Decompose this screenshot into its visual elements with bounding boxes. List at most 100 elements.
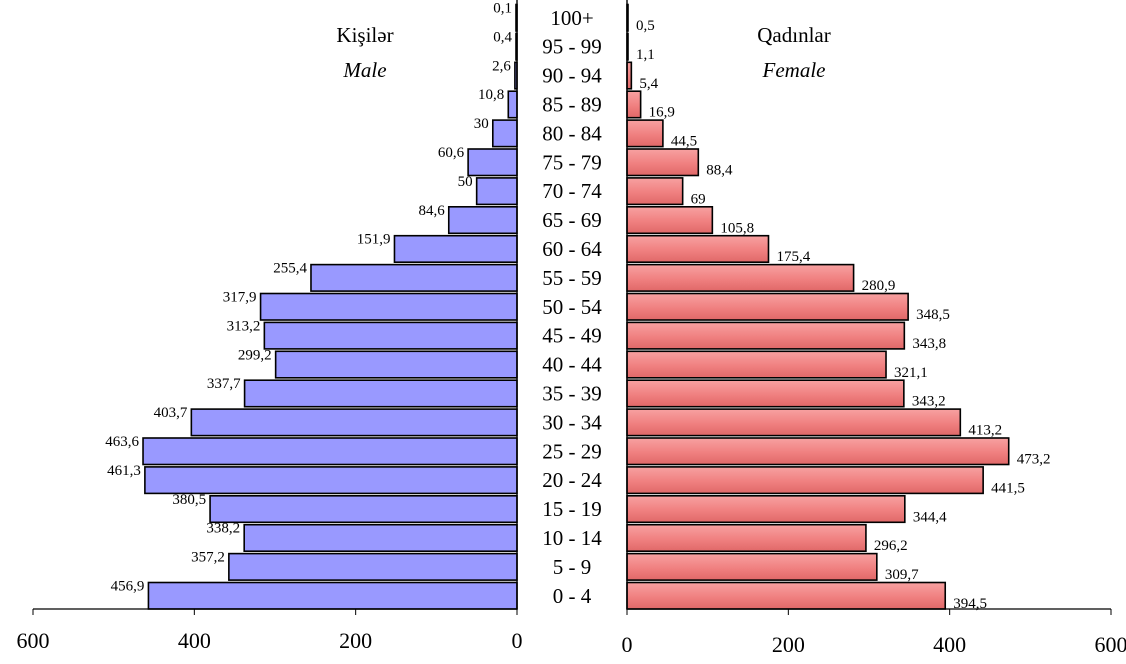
male-bar-8 xyxy=(274,350,518,379)
male-bar-12 xyxy=(393,234,518,263)
age-group-label: 60 - 64 xyxy=(542,237,602,261)
age-group-label: 45 - 49 xyxy=(542,324,602,348)
female-bar-6 xyxy=(626,408,962,437)
x-axes: 600 400 200 0 0 200 400 600 xyxy=(17,0,1126,657)
female-value-label: 343,8 xyxy=(912,336,946,352)
male-bar-7 xyxy=(243,379,518,408)
male-value-label: 255,4 xyxy=(273,261,307,277)
age-group-label: 5 - 9 xyxy=(553,555,592,579)
male-value-label: 10,8 xyxy=(478,87,504,103)
age-group-label: 50 - 54 xyxy=(542,295,602,319)
female-value-labels: 394,5 309,7 296,2 344,4 441,5 473,2 413,2 343,2… xyxy=(636,18,1050,612)
male-bar-15 xyxy=(467,148,518,177)
male-value-label: 2,6 xyxy=(492,58,511,74)
male-axis-tick-label: 400 xyxy=(178,628,211,653)
male-value-label: 461,3 xyxy=(107,463,141,479)
female-value-label: 296,2 xyxy=(874,538,908,554)
male-bars xyxy=(142,3,518,610)
female-value-label: 343,2 xyxy=(912,394,946,410)
male-bar-10 xyxy=(259,292,518,321)
female-bar-16 xyxy=(626,119,664,148)
female-value-label: 413,2 xyxy=(968,423,1002,439)
female-bar-8 xyxy=(626,350,887,379)
male-bar-0 xyxy=(147,581,518,610)
female-bar-0 xyxy=(626,581,947,610)
female-value-label: 88,4 xyxy=(706,163,733,179)
age-group-label: 95 - 99 xyxy=(542,35,602,59)
male-value-label: 0,4 xyxy=(493,29,512,45)
female-value-label: 105,8 xyxy=(720,220,754,236)
age-group-label: 75 - 79 xyxy=(542,150,602,174)
male-value-label: 30 xyxy=(474,116,489,132)
female-bar-15 xyxy=(626,148,700,177)
male-value-label: 337,7 xyxy=(207,376,241,392)
male-bar-16 xyxy=(491,119,518,148)
female-axis-tick-label: 200 xyxy=(772,632,805,657)
female-value-label: 309,7 xyxy=(885,567,919,583)
female-bar-13 xyxy=(626,206,714,235)
age-group-label: 10 - 14 xyxy=(542,526,602,550)
female-value-label: 348,5 xyxy=(916,307,950,323)
male-bar-13 xyxy=(447,206,518,235)
age-group-label: 20 - 24 xyxy=(542,468,602,492)
female-value-label: 1,1 xyxy=(636,47,655,63)
female-bar-3 xyxy=(626,494,906,524)
female-axis-tick-label: 600 xyxy=(1095,632,1126,657)
female-bar-12 xyxy=(626,234,770,263)
female-value-label: 441,5 xyxy=(991,480,1025,496)
male-bar-2 xyxy=(243,523,518,553)
age-group-label: 80 - 84 xyxy=(542,121,602,145)
age-group-labels: 0 - 4 5 - 9 10 - 14 15 - 19 20 - 24 25 - 29 30… xyxy=(542,6,602,608)
female-value-label: 280,9 xyxy=(862,278,896,294)
female-bar-9 xyxy=(626,321,906,350)
male-value-label: 380,5 xyxy=(172,492,206,508)
male-subtitle: Male xyxy=(342,58,386,82)
age-group-label: 55 - 59 xyxy=(542,266,602,290)
male-bar-17 xyxy=(507,90,518,119)
age-group-label: 30 - 34 xyxy=(542,410,602,434)
female-subtitle: Female xyxy=(762,58,826,82)
female-bar-1 xyxy=(626,552,878,581)
male-value-label: 60,6 xyxy=(438,145,465,161)
age-group-label: 85 - 89 xyxy=(542,92,602,116)
age-group-label: 90 - 94 xyxy=(542,64,602,88)
female-value-label: 16,9 xyxy=(649,105,675,121)
female-value-label: 473,2 xyxy=(1017,452,1051,468)
male-value-label: 338,2 xyxy=(206,521,240,537)
female-value-label: 175,4 xyxy=(776,249,810,265)
female-bar-4 xyxy=(626,466,984,495)
female-value-label: 69 xyxy=(691,191,706,207)
age-group-label: 40 - 44 xyxy=(542,353,602,377)
male-value-label: 456,9 xyxy=(111,579,145,595)
male-bar-14 xyxy=(475,177,518,206)
female-value-label: 394,5 xyxy=(953,596,987,612)
female-title: Qadınlar xyxy=(757,23,830,47)
male-bar-11 xyxy=(310,263,518,292)
female-bar-7 xyxy=(626,379,905,408)
male-bar-9 xyxy=(263,321,518,350)
male-value-label: 463,6 xyxy=(105,434,139,450)
male-bar-1 xyxy=(228,552,518,581)
female-value-label: 0,5 xyxy=(636,18,655,34)
male-bar-3 xyxy=(209,494,518,524)
female-bar-10 xyxy=(626,292,909,321)
female-bars xyxy=(626,3,1010,610)
female-value-label: 321,1 xyxy=(894,365,928,381)
female-axis-tick-label: 400 xyxy=(933,632,966,657)
female-bar-14 xyxy=(626,177,684,206)
female-bar-5 xyxy=(626,437,1010,466)
male-value-label: 84,6 xyxy=(419,203,446,219)
male-bar-5 xyxy=(142,437,518,466)
male-value-label: 50 xyxy=(458,174,473,190)
female-bar-17 xyxy=(626,90,642,119)
male-value-label: 151,9 xyxy=(357,232,391,248)
female-value-label: 344,4 xyxy=(913,509,947,525)
female-value-label: 44,5 xyxy=(671,134,697,150)
male-axis-tick-label: 0 xyxy=(512,628,523,653)
male-bar-6 xyxy=(190,408,518,437)
age-group-label: 15 - 19 xyxy=(542,497,602,521)
female-bar-2 xyxy=(626,523,867,553)
age-group-label: 0 - 4 xyxy=(553,584,592,608)
age-group-label: 35 - 39 xyxy=(542,381,602,405)
male-value-label: 0,1 xyxy=(493,1,512,17)
